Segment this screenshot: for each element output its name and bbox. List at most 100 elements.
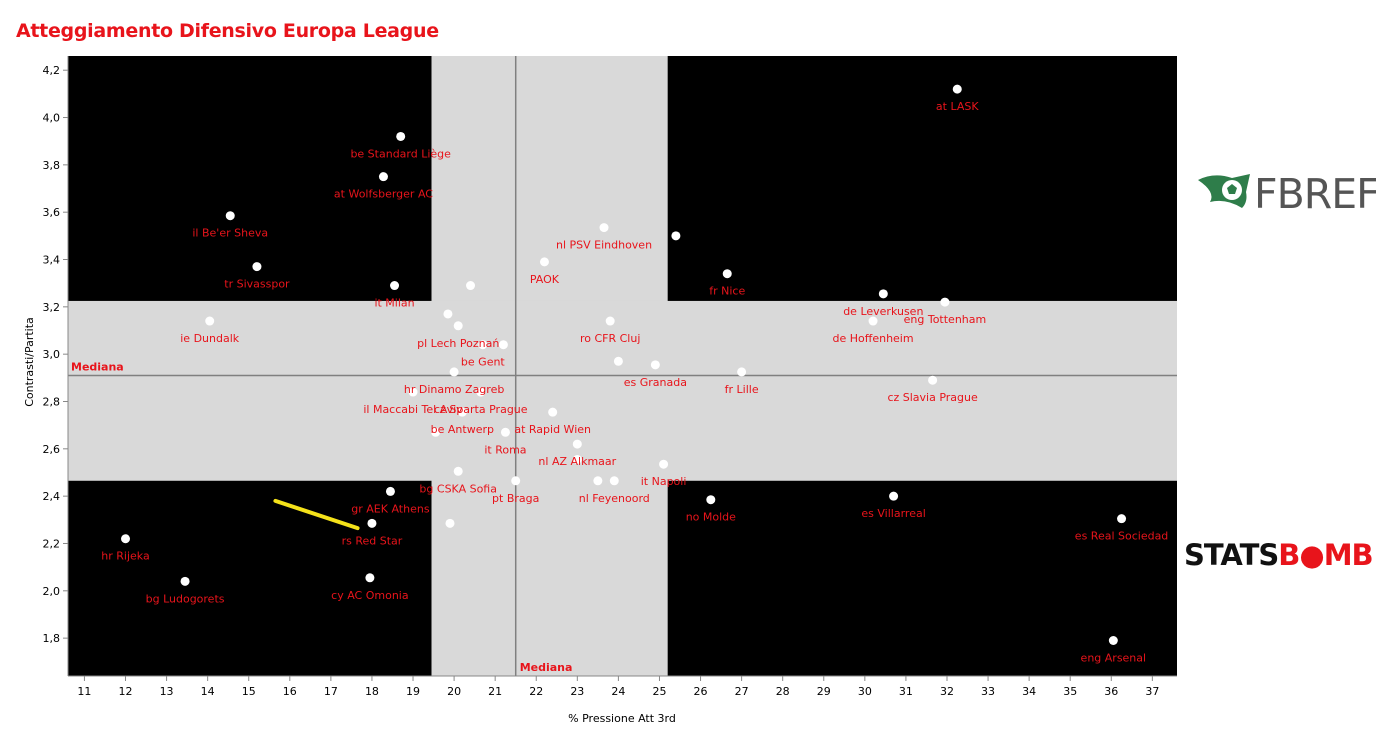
data-point <box>1108 636 1118 646</box>
data-point <box>868 316 878 326</box>
data-point <box>548 407 558 417</box>
data-point <box>593 476 603 486</box>
y-tick-label: 2,8 <box>43 395 61 408</box>
data-point-label: be Standard Liège <box>350 147 451 160</box>
y-tick-label: 3,6 <box>43 206 61 219</box>
data-point <box>396 131 406 141</box>
data-point-label: il Be'er Sheva <box>192 227 268 240</box>
data-point <box>252 262 262 272</box>
statsbomb-logo-o-icon: ● <box>1299 538 1323 572</box>
data-point <box>431 427 441 437</box>
data-point-label: hr Dinamo Zagreb <box>404 383 504 396</box>
x-axis-title: % Pressione Att 3rd <box>568 712 676 725</box>
data-point <box>539 257 549 267</box>
data-point <box>466 281 476 291</box>
data-point-label: eng Arsenal <box>1081 652 1147 665</box>
x-tick-label: 33 <box>981 685 995 698</box>
x-tick-label: 11 <box>77 685 91 698</box>
data-point <box>671 231 681 241</box>
data-point <box>365 573 375 583</box>
labels-layer: at LASK be Standard Liège at Wolfsberger A… <box>101 100 1168 664</box>
data-point <box>476 387 486 397</box>
y-tick-label: 3,0 <box>43 348 61 361</box>
data-point-label: it Roma <box>484 443 526 456</box>
x-tick-label: 16 <box>283 685 297 698</box>
data-point <box>928 375 938 385</box>
x-tick-label: 15 <box>242 685 256 698</box>
data-point <box>613 356 623 366</box>
data-point <box>478 340 488 350</box>
data-point-label: be Antwerp <box>431 423 494 436</box>
data-point <box>453 321 463 331</box>
data-point <box>609 476 619 486</box>
data-point <box>121 534 131 544</box>
data-point-label: bg Ludogorets <box>146 592 225 605</box>
data-point <box>1117 514 1127 524</box>
data-point <box>572 454 582 464</box>
data-point <box>445 518 455 528</box>
soccer-ball-icon <box>1198 174 1250 208</box>
x-tick-label: 32 <box>940 685 954 698</box>
y-tick-label: 4,2 <box>43 64 61 77</box>
highlight-layer <box>273 498 360 531</box>
data-point <box>511 476 521 486</box>
data-point <box>378 172 388 182</box>
y-tick-label: 2,0 <box>43 585 61 598</box>
x-tick-label: 18 <box>365 685 379 698</box>
x-tick-label: 21 <box>488 685 502 698</box>
x-tick-label: 14 <box>201 685 215 698</box>
data-point-label: cz Slavia Prague <box>887 391 978 404</box>
data-point-label: eng Tottenham <box>904 313 987 326</box>
x-tick-label: 23 <box>570 685 584 698</box>
data-point-label: gr AEK Athens <box>351 502 430 515</box>
x-tick-label: 28 <box>776 685 790 698</box>
data-point <box>205 316 215 326</box>
y-tick-label: 3,4 <box>43 254 61 267</box>
highlight-line <box>273 498 360 531</box>
median-lines: Mediana Mediana <box>68 56 1177 676</box>
data-point-label: at Wolfsberger AC <box>334 188 433 201</box>
data-point-label: pl Lech Poznań <box>417 337 499 350</box>
y-tick-label: 4,0 <box>43 112 61 125</box>
data-point-label: rs Red Star <box>342 534 403 547</box>
y-tick-label: 2,6 <box>43 443 61 456</box>
data-point-label: cy AC Omonia <box>331 589 408 602</box>
x-tick-label: 20 <box>447 685 461 698</box>
y-tick-label: 3,8 <box>43 159 61 172</box>
data-point-label: it Napoli <box>641 475 687 488</box>
data-point-label: hr Rijeka <box>101 550 149 563</box>
data-point <box>500 427 510 437</box>
y-tick-label: 2,4 <box>43 490 61 503</box>
statsbomb-logo: STATSB●MB <box>1184 535 1394 579</box>
data-point <box>457 407 467 417</box>
data-point <box>878 289 888 299</box>
data-point <box>498 340 508 350</box>
x-tick-label: 31 <box>899 685 913 698</box>
data-point <box>722 269 732 279</box>
data-point-label: fr Nice <box>709 285 745 298</box>
y-axis-title: Contrasti/Partita <box>23 317 36 407</box>
data-point <box>889 491 899 501</box>
data-point <box>449 367 459 377</box>
x-tick-label: 12 <box>119 685 133 698</box>
y-axis-gutter <box>12 56 68 676</box>
y-tick-label: 1,8 <box>43 632 61 645</box>
data-point-label: tr Sivasspor <box>224 278 290 291</box>
data-point <box>453 466 463 476</box>
y-tick-label: 2,2 <box>43 537 61 550</box>
statsbomb-logo-text-b: B <box>1278 538 1299 572</box>
data-point <box>706 495 716 505</box>
x-tick-label: 24 <box>611 685 625 698</box>
x-tick-label: 29 <box>817 685 831 698</box>
data-point <box>659 459 669 469</box>
points-layer <box>121 84 1127 646</box>
data-point-label: ro CFR Cluj <box>580 332 640 345</box>
x-tick-label: 27 <box>735 685 749 698</box>
data-point-label: fr Lille <box>725 383 759 396</box>
data-point <box>599 223 609 233</box>
data-point-label: bg CSKA Sofia <box>419 482 497 495</box>
data-point-label: de Hoffenheim <box>833 332 914 345</box>
data-point <box>367 518 377 528</box>
x-tick-label: 13 <box>160 685 174 698</box>
